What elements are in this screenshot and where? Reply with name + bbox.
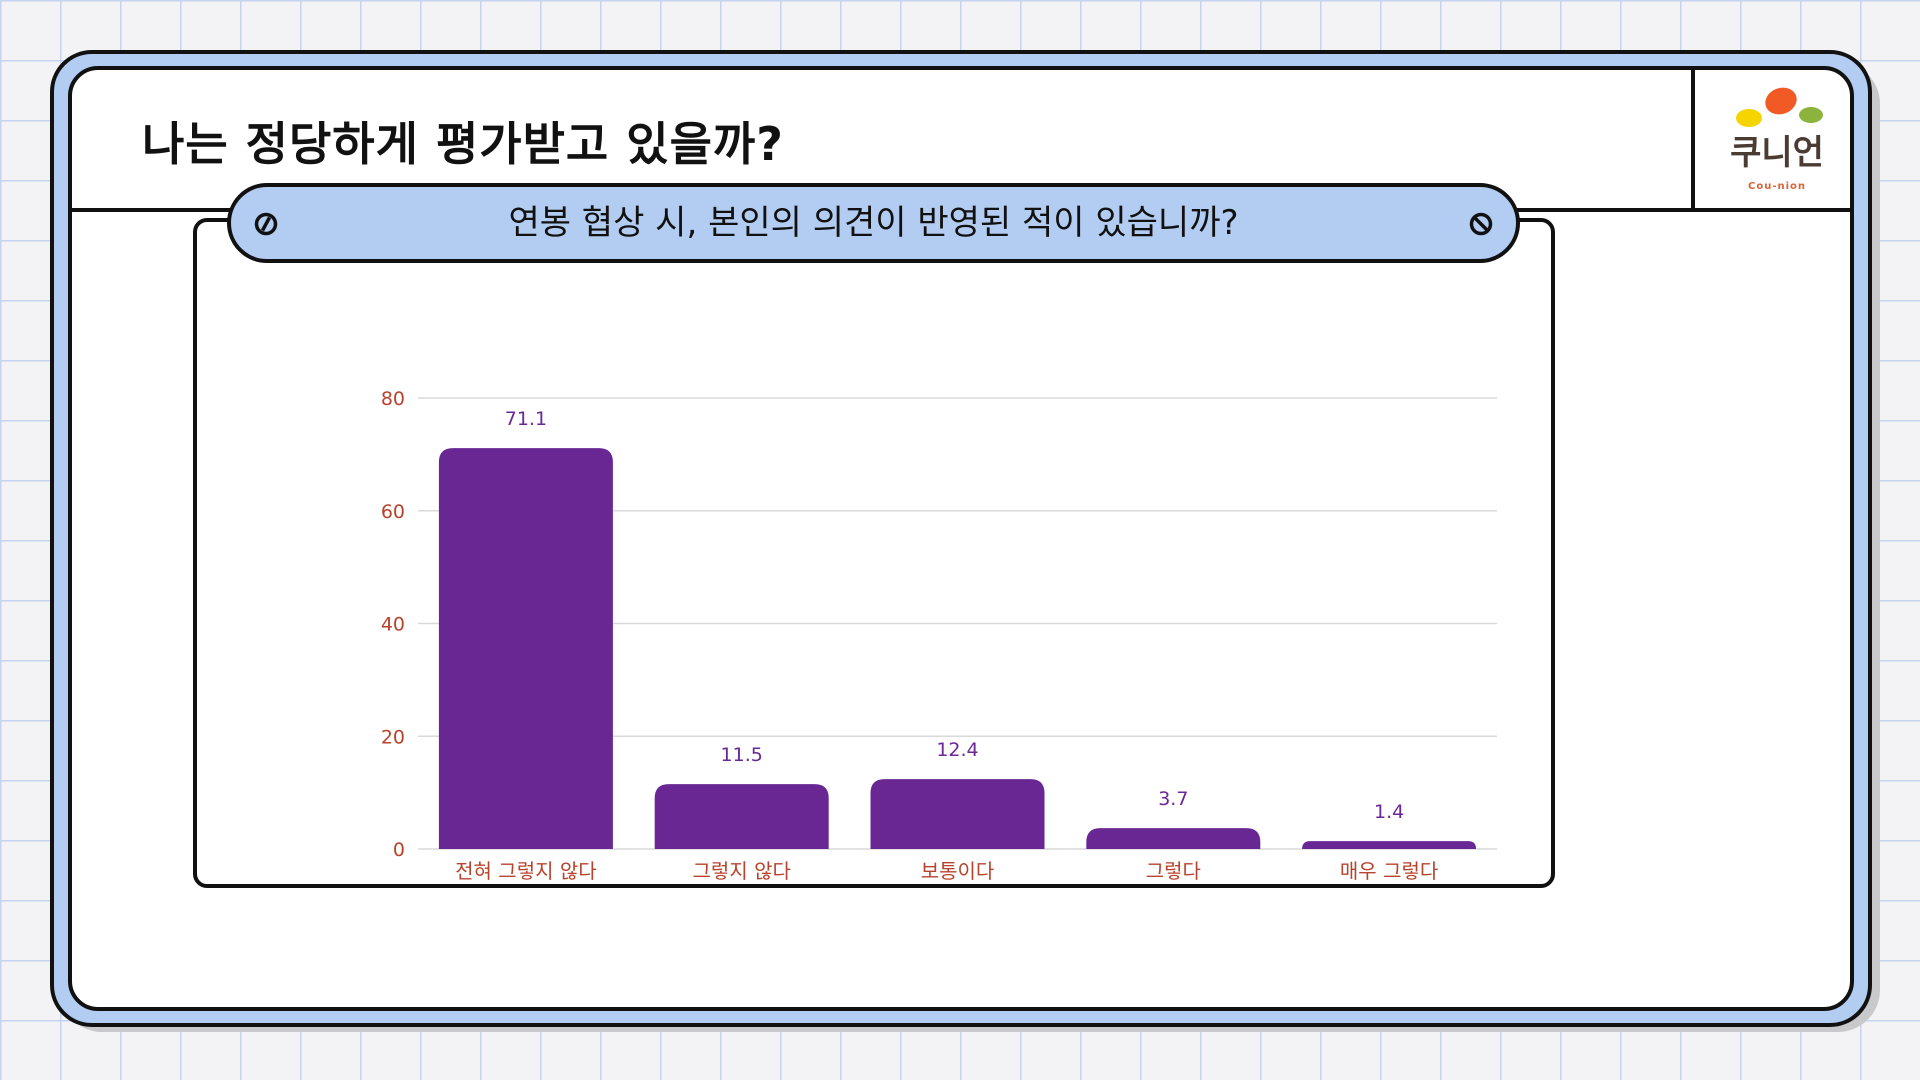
logo-leaf-green [1799, 107, 1823, 123]
logo-leaf-red [1765, 87, 1797, 115]
logo-subtext: Cou-nion [1748, 181, 1806, 192]
bar [870, 779, 1045, 849]
x-tick-label: 보통이다 [921, 859, 995, 883]
logo-text: 쿠니언 [1730, 133, 1824, 173]
y-tick-label: 60 [381, 501, 405, 523]
data-label: 1.4 [1374, 801, 1404, 823]
data-label: 12.4 [936, 739, 978, 761]
question-banner: 연봉 협상 시, 본인의 의견이 반영된 적이 있습니까? [227, 183, 1520, 263]
logo-leaf-yellow [1736, 109, 1762, 127]
data-label: 11.5 [721, 744, 763, 766]
no-entry-icon [1469, 212, 1493, 236]
x-tick-label: 전혀 그렇지 않다 [455, 859, 597, 883]
bar [438, 448, 613, 849]
data-label: 71.1 [505, 408, 547, 430]
bar [1086, 828, 1261, 849]
bar [1302, 841, 1477, 849]
bar [654, 784, 829, 849]
data-label: 3.7 [1158, 788, 1188, 810]
logo-divider [1691, 70, 1695, 212]
y-tick-label: 80 [381, 388, 405, 410]
y-tick-label: 40 [381, 614, 405, 636]
slash-circle-icon [254, 212, 278, 236]
x-tick-label: 그렇지 않다 [693, 859, 791, 883]
page-title: 나는 정당하게 평가받고 있을까? [142, 117, 784, 171]
chart-card [193, 218, 1555, 888]
y-tick-label: 0 [393, 839, 405, 861]
x-tick-label: 매우 그렇다 [1340, 859, 1438, 883]
counion-logo: 쿠니언 Cou-nion [1730, 87, 1824, 192]
x-tick-label: 그렇다 [1146, 859, 1201, 883]
y-tick-label: 20 [381, 726, 405, 748]
question-text: 연봉 협상 시, 본인의 의견이 반영된 적이 있습니까? [508, 203, 1239, 243]
